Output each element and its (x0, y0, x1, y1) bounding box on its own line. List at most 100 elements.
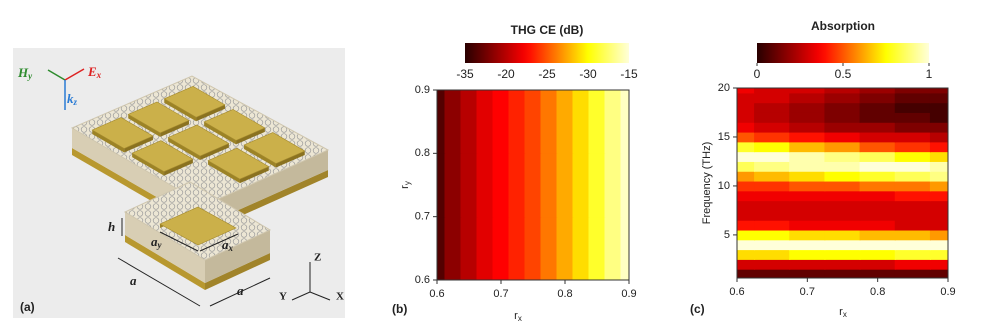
heatmap-cell (789, 160, 826, 172)
heatmap-cell (859, 200, 896, 211)
heatmap-cell (754, 160, 791, 172)
heatmap-cell (754, 102, 791, 113)
y-tick-label: 0.9 (415, 84, 430, 96)
heatmap-cell (492, 90, 510, 154)
heatmap-cell (754, 131, 791, 143)
heatmap-cell (476, 90, 494, 154)
heatmap-cell (789, 249, 826, 260)
heatmap-cell (859, 170, 896, 182)
ax-arrow (199, 233, 239, 252)
heatmap-cell (859, 180, 896, 192)
colorbar-tick-label: -20 (497, 67, 515, 81)
colorbar-tick-label: 0.5 (835, 67, 852, 81)
heatmap-cell (508, 152, 526, 218)
heatmap-cell (929, 229, 948, 241)
z-label: Z (314, 252, 321, 264)
heatmap-cell (789, 200, 826, 211)
heatmap-cell (824, 268, 861, 278)
heatmap-cell (859, 141, 896, 153)
heatmap-cell (437, 90, 446, 154)
heatmap-cell (859, 160, 896, 172)
heatmap-cell (824, 219, 861, 231)
gold-square-side (124, 136, 153, 153)
heatmap-cell (737, 88, 756, 94)
heatmap-cell (894, 121, 931, 133)
heatmap-cell (572, 90, 590, 154)
gold-square-side (204, 121, 237, 145)
gold-squares (91, 85, 306, 184)
colorbar (465, 43, 629, 63)
heatmap-cell (824, 111, 861, 123)
heatmap-cell (824, 190, 861, 202)
heatmap-cell (444, 216, 462, 280)
heatmap-cell (476, 216, 494, 280)
heatmap-cell (789, 92, 826, 104)
heatmap-cell (737, 121, 756, 133)
heatmap-cell (929, 258, 948, 270)
heatmap-cell (859, 239, 896, 251)
h-label: h (108, 219, 115, 234)
x-tick-label: 0.7 (493, 288, 508, 300)
heatmap-cell (824, 141, 861, 153)
heatmap-cell (859, 258, 896, 270)
gold-square-side (196, 104, 225, 122)
heatmap-cell (894, 88, 931, 94)
gold-square (243, 132, 306, 164)
e-field-label: Ex (87, 64, 102, 80)
y-axis-line (291, 291, 311, 301)
heatmap-cell (859, 219, 896, 231)
heatmap-cell (859, 268, 896, 278)
heatmap-cell (859, 88, 896, 94)
heatmap-cell (894, 111, 931, 123)
heatmap-cell (492, 216, 510, 280)
heatmap-cell (789, 131, 826, 143)
heatmap-cell (929, 268, 948, 278)
heatmap-cell (824, 160, 861, 172)
heatmap-cell (824, 88, 861, 94)
heatmap-cell (929, 249, 948, 260)
heatmap-cell (737, 102, 756, 113)
heatmap-cell (754, 209, 791, 221)
heatmap-cell (556, 152, 574, 218)
ay-label: ay (151, 234, 163, 250)
k-vector-label: kz (67, 91, 78, 107)
heatmap-cell (894, 249, 931, 260)
heatmap-cell (824, 151, 861, 162)
heatmap-cell (754, 268, 791, 278)
heatmap-cell (737, 180, 756, 192)
heatmap-cell (737, 219, 756, 231)
heatmap-cell (789, 121, 826, 133)
heatmap-cell (604, 90, 622, 154)
gold-square-side (128, 114, 161, 137)
x-tick-label: 0.8 (557, 288, 572, 300)
heatmap-cell (824, 229, 861, 241)
heatmap-cell (894, 102, 931, 113)
a-label: a (130, 273, 137, 288)
heatmap-cell (754, 258, 791, 270)
heatmap-cell (754, 92, 791, 104)
heatmap-cell (737, 160, 756, 172)
heatmap-cell (556, 90, 574, 154)
heatmap-cell (824, 239, 861, 251)
heatmap-cell (859, 121, 896, 133)
a-label: a (237, 283, 244, 298)
e-field-line (64, 68, 85, 81)
heatmap-cell (754, 219, 791, 231)
heatmap-cell (824, 180, 861, 192)
heatmap-cell (524, 216, 542, 280)
heatmap-cell (929, 111, 948, 123)
heatmap-cell (737, 170, 756, 182)
heatmap-cell (894, 170, 931, 182)
gold-square-side (160, 120, 189, 137)
gold-square-side (164, 98, 197, 122)
a-arrow (209, 277, 271, 307)
x-tick-label: 0.6 (429, 288, 444, 300)
heatmap-cell (444, 152, 462, 218)
heatmap-cell (929, 141, 948, 153)
x-tick-label: 0.9 (621, 288, 636, 300)
gold-square (203, 109, 266, 141)
colorbar-tick-label: -15 (620, 67, 638, 81)
gold-square (207, 147, 270, 180)
heatmap-cell (754, 151, 791, 162)
heatmap-cell (737, 249, 756, 260)
